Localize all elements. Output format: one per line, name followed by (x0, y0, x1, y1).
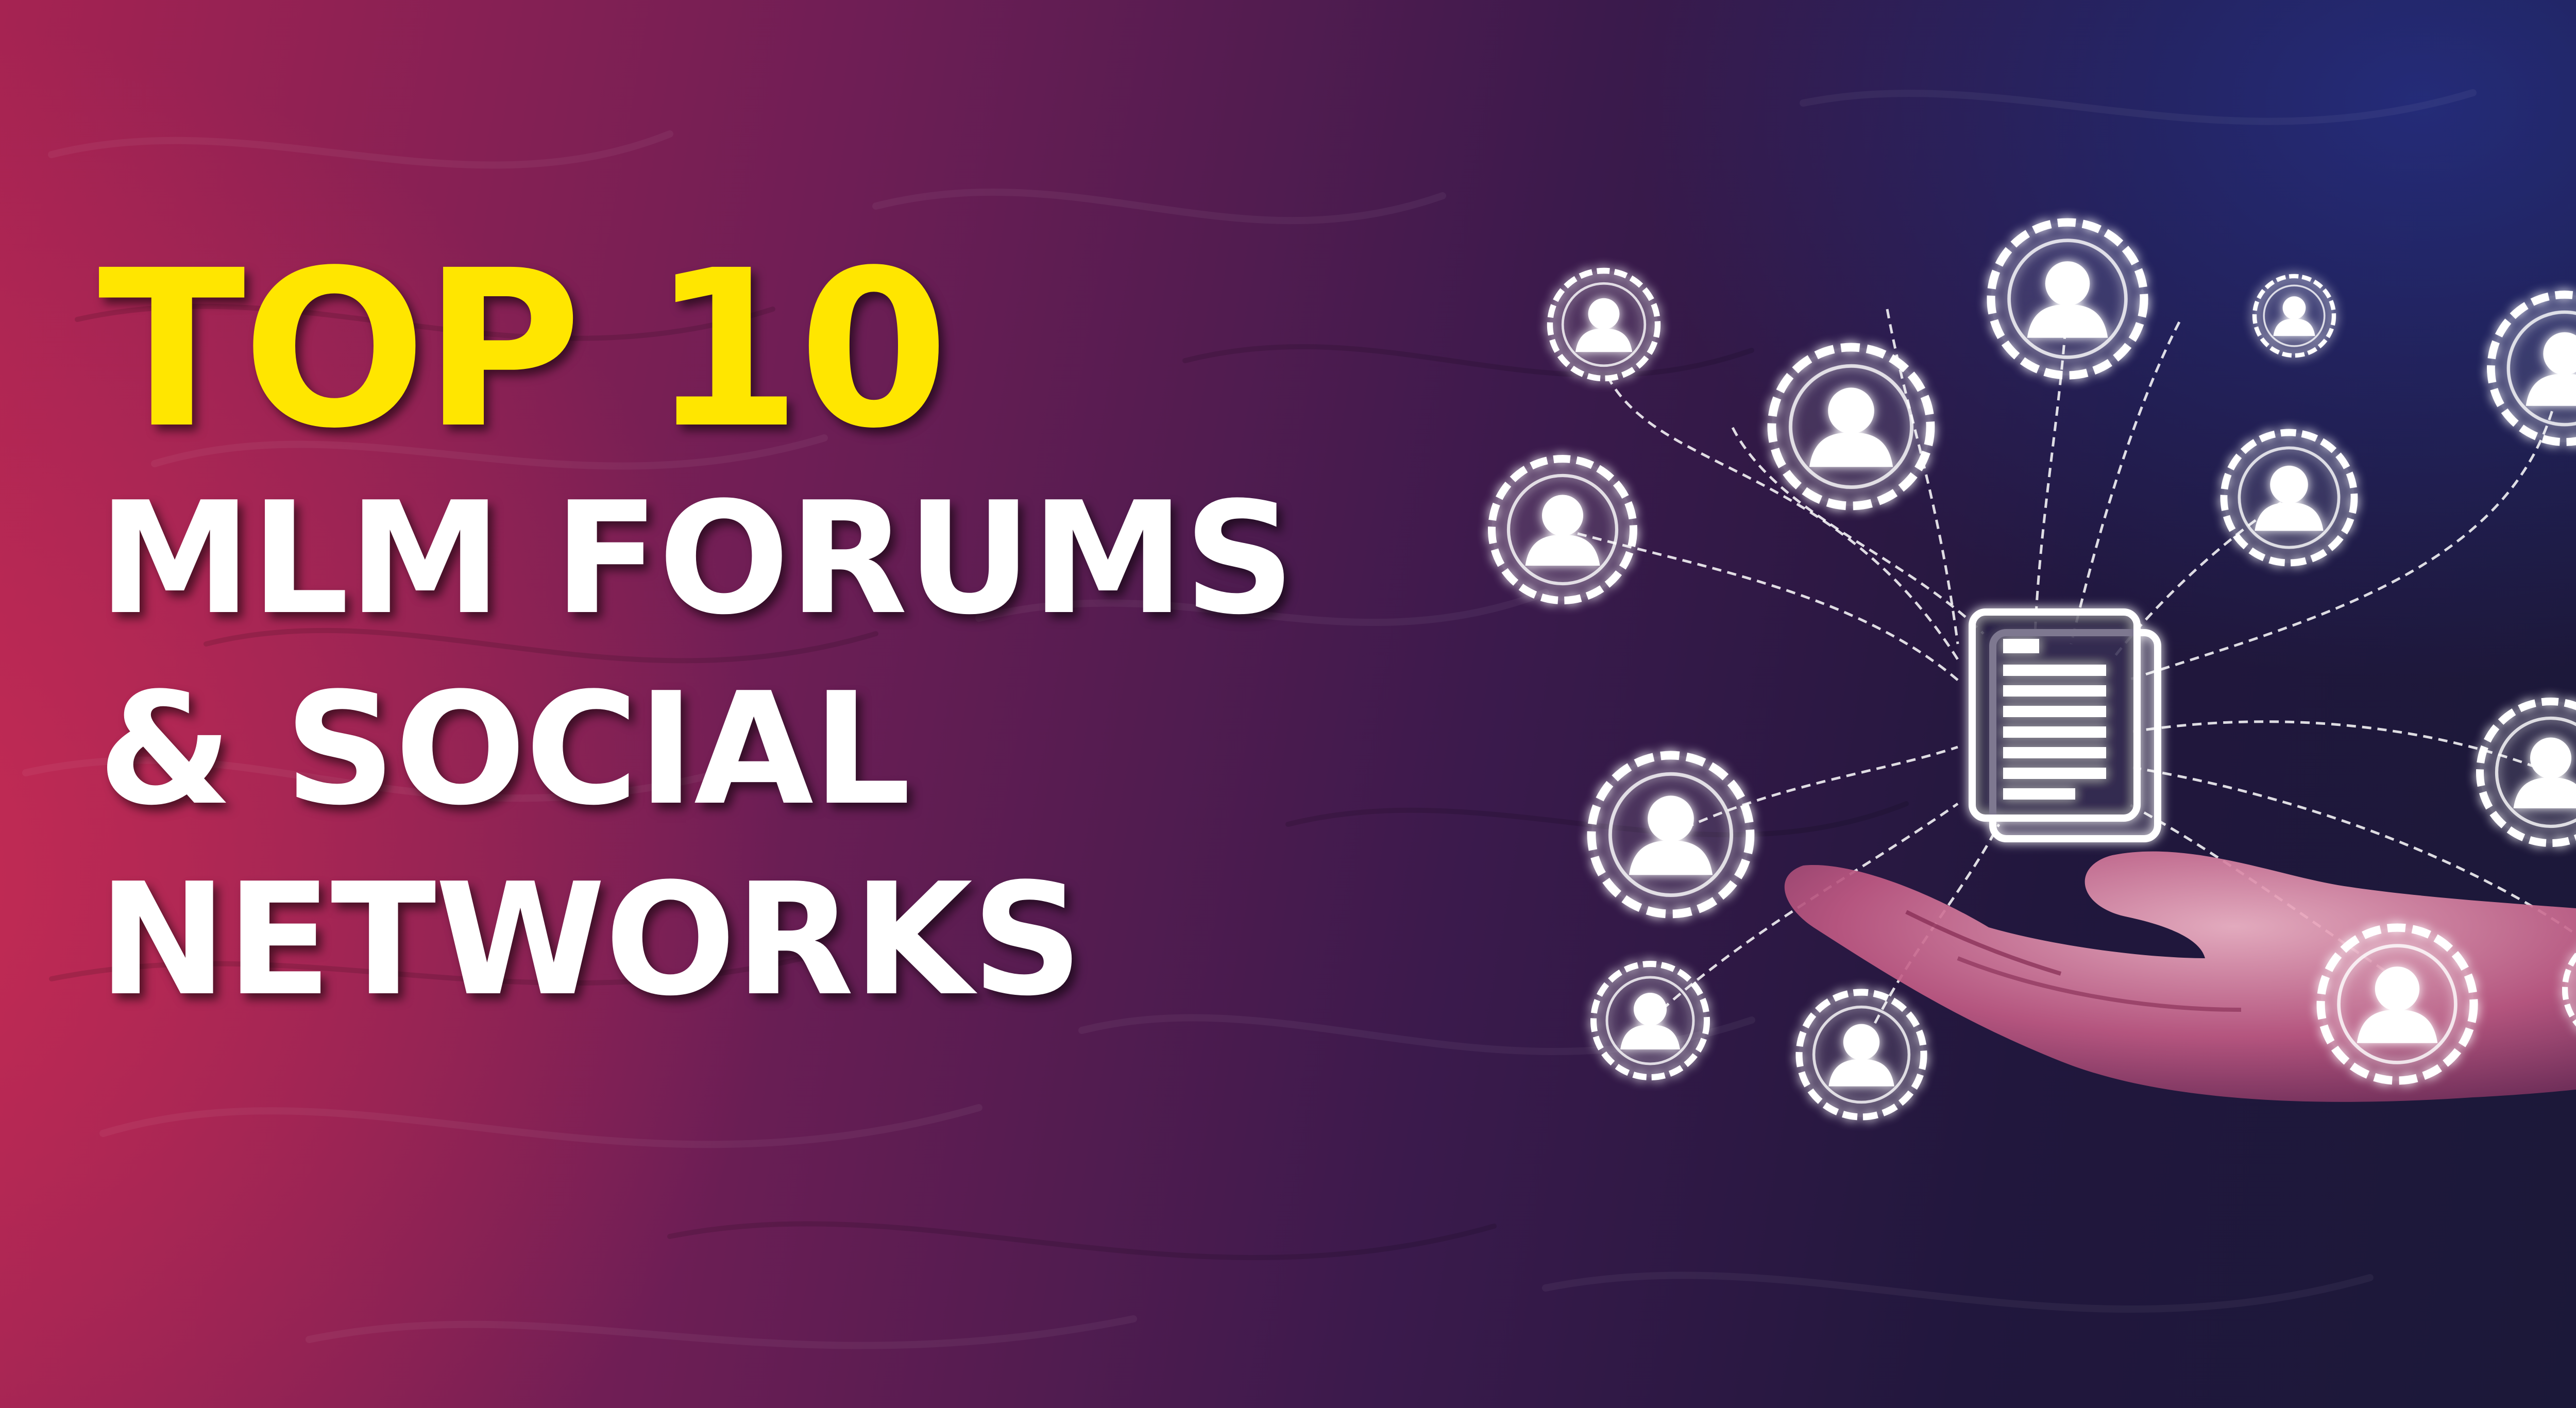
user-avatar-icon (1991, 223, 2144, 376)
user-avatar-icon (1591, 755, 1750, 914)
user-avatar-icon (1799, 992, 1924, 1117)
user-avatar-icon (1550, 271, 1658, 379)
user-avatar-icon (2224, 433, 2354, 563)
user-avatar-icon (1772, 347, 1930, 506)
headline-top-10: TOP 10 (98, 224, 949, 476)
user-avatar-icon (1492, 459, 1634, 601)
headline-line-1: MLM FORUMS (98, 469, 1295, 649)
user-avatar-icon (2321, 928, 2474, 1081)
user-avatar-icon (1594, 964, 1707, 1077)
headline-line-2: & SOCIAL (98, 659, 911, 839)
headline-line-3: NETWORKS (98, 850, 1083, 1030)
headline: TOP 10 MLM FORUMS & SOCIAL NETWORKS (98, 224, 1295, 1030)
user-avatar-icon (2255, 276, 2334, 355)
network-illustration (1443, 155, 2576, 1185)
document-icon (1969, 608, 2161, 842)
user-avatar-icon (2480, 702, 2576, 843)
user-avatar-icon (2491, 295, 2576, 442)
